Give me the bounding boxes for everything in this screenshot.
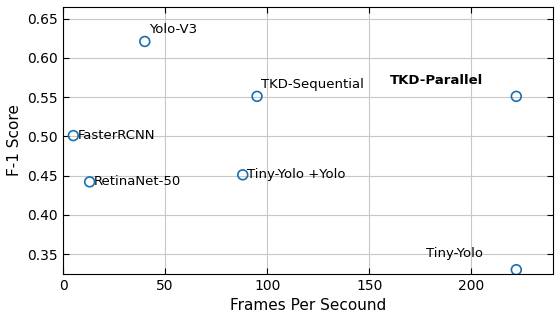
Text: Yolo-V3: Yolo-V3 — [149, 23, 197, 36]
X-axis label: Frames Per Secound: Frames Per Secound — [230, 298, 386, 313]
Point — [512, 94, 521, 99]
Point — [141, 39, 150, 44]
Text: TKD-Parallel: TKD-Parallel — [390, 74, 483, 87]
Point — [69, 133, 78, 138]
Point — [85, 179, 94, 184]
Point — [512, 267, 521, 272]
Text: RetinaNet-50: RetinaNet-50 — [94, 175, 181, 188]
Y-axis label: F-1 Score: F-1 Score — [7, 104, 22, 176]
Text: FasterRCNN: FasterRCNN — [77, 129, 155, 142]
Point — [238, 172, 247, 177]
Point — [253, 94, 262, 99]
Text: Tiny-Yolo: Tiny-Yolo — [427, 247, 483, 260]
Text: Tiny-Yolo +Yolo: Tiny-Yolo +Yolo — [247, 168, 346, 181]
Text: TKD-Sequential: TKD-Sequential — [261, 78, 364, 91]
